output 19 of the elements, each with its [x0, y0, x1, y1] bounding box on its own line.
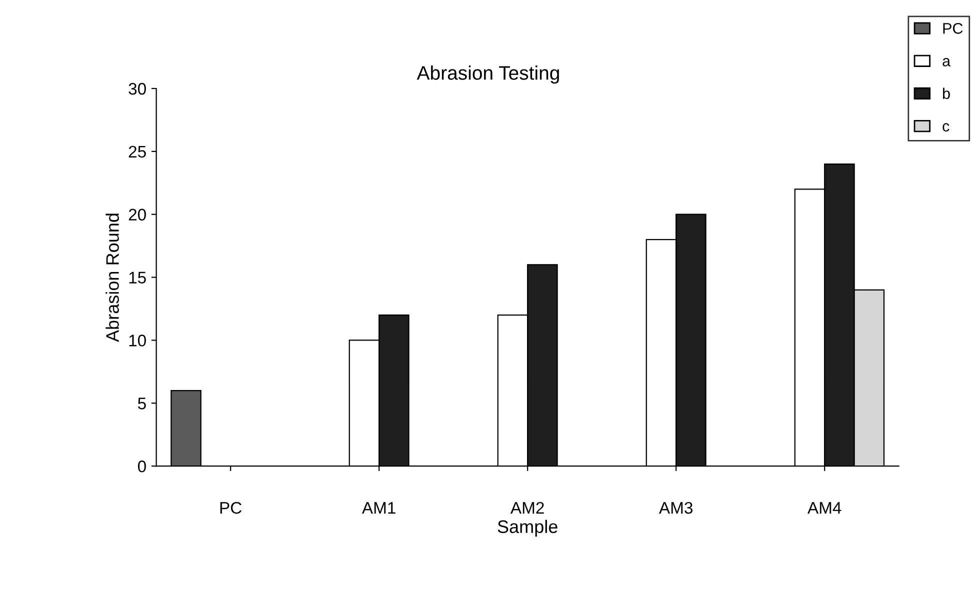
- x-tick-label: AM3: [658, 502, 692, 514]
- y-tick-label: 20: [128, 208, 146, 221]
- legend-label: PC: [943, 23, 963, 34]
- x-tick-label: PC: [220, 502, 242, 514]
- y-tick-label: 5: [138, 398, 146, 410]
- x-tick-label: AM4: [807, 502, 842, 514]
- legend-label: a: [942, 58, 951, 66]
- y-tick-label: 15: [129, 272, 146, 284]
- x-tick-label: AM1: [362, 502, 396, 514]
- legend-label: b: [943, 88, 950, 99]
- y-tick-label: 10: [129, 334, 146, 346]
- y-tick-label: 0: [138, 460, 146, 472]
- chart-title: Abrasion Testing: [416, 66, 559, 84]
- y-axis-title: Abrasion Round: [106, 214, 119, 342]
- x-axis-title: Sample: [498, 520, 558, 537]
- legend-label: c: [942, 123, 950, 132]
- y-tick-label: 25: [128, 146, 146, 158]
- y-tick-label: 30: [128, 82, 146, 95]
- x-tick-label: AM2: [510, 502, 544, 514]
